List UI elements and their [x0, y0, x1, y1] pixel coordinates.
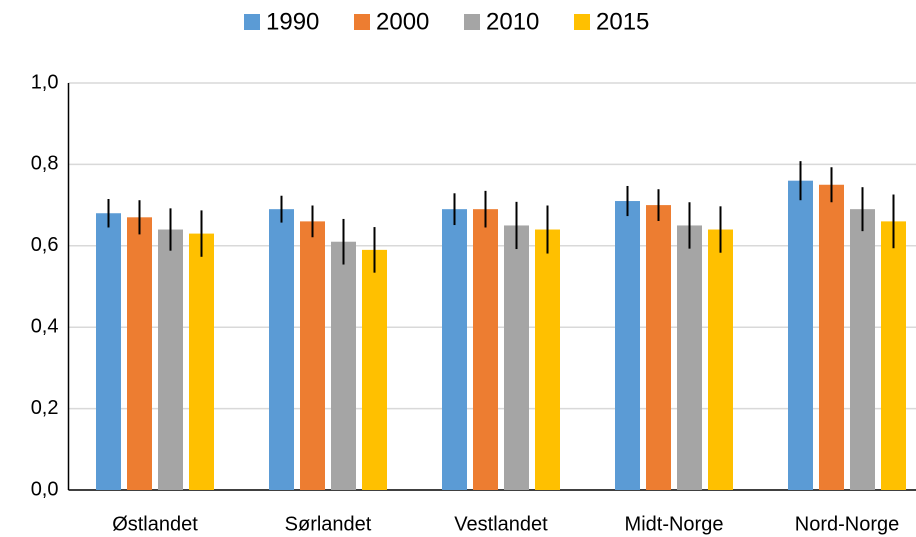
bar: [615, 201, 640, 490]
bar: [788, 180, 813, 490]
bar: [881, 221, 906, 490]
bar: [300, 221, 325, 490]
bar: [850, 209, 875, 491]
x-tick-label: Sørlandet: [285, 513, 372, 535]
bar: [473, 209, 498, 491]
legend-label: 1990: [266, 8, 319, 35]
legend-swatch: [354, 14, 370, 30]
bar: [504, 225, 529, 490]
y-tick-label: 0,6: [31, 234, 59, 256]
legend-label: 2010: [486, 8, 539, 35]
bar: [442, 209, 467, 491]
y-tick-label: 1,0: [31, 71, 59, 93]
bar: [331, 241, 356, 490]
legend-swatch: [574, 14, 590, 30]
bar: [677, 225, 702, 490]
bar: [535, 229, 560, 490]
bar: [158, 229, 183, 490]
x-tick-label: Nord-Norge: [795, 513, 899, 535]
y-tick-label: 0,2: [31, 397, 59, 419]
y-tick-label: 0,8: [31, 153, 59, 175]
bar: [819, 184, 844, 490]
bar: [708, 229, 733, 490]
bar: [127, 217, 152, 490]
bar: [646, 205, 671, 490]
y-tick-label: 0,0: [31, 478, 59, 500]
x-tick-label: Vestlandet: [454, 513, 548, 535]
legend-swatch: [244, 14, 260, 30]
legend-swatch: [464, 14, 480, 30]
bar: [189, 233, 214, 490]
legend-label: 2015: [596, 8, 649, 35]
bar: [96, 213, 121, 491]
x-tick-label: Østlandet: [112, 513, 198, 535]
bar: [362, 249, 387, 490]
legend-label: 2000: [376, 8, 429, 35]
bar: [269, 209, 294, 491]
y-tick-label: 0,4: [31, 315, 59, 337]
x-tick-label: Midt-Norge: [625, 513, 724, 535]
